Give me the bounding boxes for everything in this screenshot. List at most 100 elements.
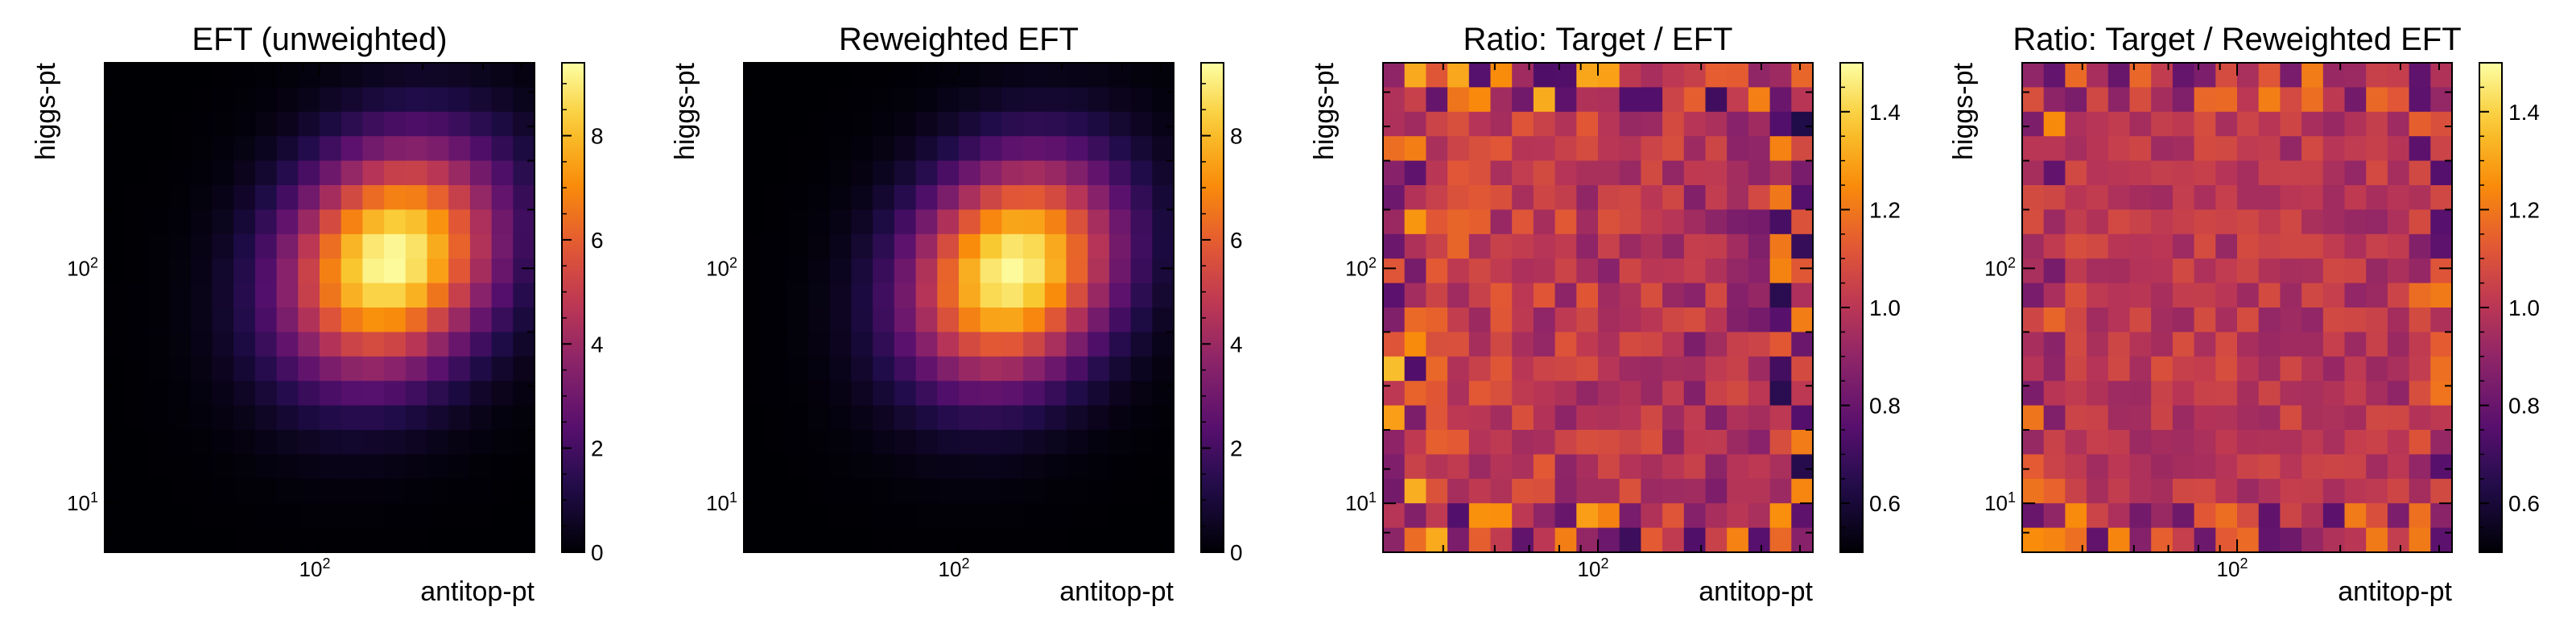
heatmap-cell <box>1001 160 1024 186</box>
heatmap-cell <box>2215 503 2238 529</box>
heatmap-cell <box>1576 503 1599 529</box>
heatmap-cell <box>959 87 981 113</box>
heatmap-cell <box>169 381 192 407</box>
heatmap-cell <box>2301 185 2324 210</box>
heatmap-cell <box>1490 332 1513 357</box>
heatmap-cell <box>405 233 428 259</box>
heatmap-cell <box>1769 258 1792 284</box>
heatmap-cell <box>2430 381 2453 407</box>
heatmap-cell <box>1023 111 1046 137</box>
heatmap-cell <box>1683 478 1707 504</box>
heatmap-cell <box>2151 87 2174 113</box>
heatmap-cell <box>2065 233 2087 259</box>
heatmap-cell <box>1426 478 1448 504</box>
heatmap-cell <box>1705 63 1728 88</box>
heatmap-cell <box>1554 160 1577 186</box>
heatmap-cell <box>2172 233 2195 259</box>
heatmap-cell <box>491 356 514 382</box>
heatmap-cell <box>1044 87 1067 113</box>
heatmap-cell <box>2022 233 2045 259</box>
heatmap-cell <box>1683 136 1707 162</box>
heatmap-cell <box>2215 381 2238 407</box>
heatmap-cell <box>212 258 234 284</box>
heatmap-cell <box>1576 258 1599 284</box>
heatmap-cell <box>894 136 917 162</box>
heatmap-cell <box>1152 405 1174 431</box>
heatmap-cell <box>2215 258 2238 284</box>
heatmap-cell <box>320 136 342 162</box>
heatmap-cell <box>2237 405 2260 431</box>
heatmap-cell <box>384 430 407 455</box>
heatmap-cell <box>469 381 493 407</box>
heatmap-cell <box>169 233 192 259</box>
heatmap-cell <box>765 185 787 210</box>
heatmap-cell <box>254 405 278 431</box>
heatmap-cell <box>851 356 873 382</box>
heatmap-cell <box>1576 160 1599 186</box>
heatmap-cell <box>2043 63 2066 88</box>
heatmap-cell <box>744 527 766 553</box>
heatmap-cell <box>1533 233 1556 259</box>
heatmap-cell <box>1066 233 1088 259</box>
heatmap-cell <box>808 454 831 480</box>
heatmap-cell <box>2107 430 2131 455</box>
heatmap-cell <box>2322 332 2346 357</box>
heatmap-cell <box>744 454 766 480</box>
heatmap-cell <box>2280 111 2302 137</box>
heatmap-cell <box>233 233 256 259</box>
heatmap-cell <box>1447 283 1470 308</box>
heatmap-cell <box>1468 185 1492 210</box>
heatmap-cell <box>1683 430 1707 455</box>
heatmap-cell <box>405 332 428 357</box>
heatmap-cell <box>362 527 385 553</box>
heatmap-cell <box>2409 233 2431 259</box>
heatmap-cell <box>1088 209 1110 235</box>
heatmap-cell <box>405 405 428 431</box>
heatmap-cell <box>298 356 320 382</box>
heatmap-cell <box>1426 430 1448 455</box>
heatmap-cell <box>1769 405 1792 431</box>
heatmap-cell <box>448 381 471 407</box>
heatmap-cell <box>233 478 256 504</box>
heatmap-cell <box>1490 185 1513 210</box>
heatmap-cell <box>2043 332 2066 357</box>
heatmap-cell <box>1554 111 1577 137</box>
heatmap-cell <box>1554 405 1577 431</box>
heatmap-cell <box>2022 381 2045 407</box>
heatmap-cell <box>1576 356 1599 382</box>
heatmap-cell <box>1152 381 1174 407</box>
heatmap-cell <box>405 160 428 186</box>
heatmap-cell <box>1619 160 1641 186</box>
heatmap-cell <box>469 332 493 357</box>
heatmap-cell <box>448 233 471 259</box>
heatmap-cell <box>513 136 535 162</box>
heatmap-cell <box>1554 258 1577 284</box>
heatmap-cell <box>105 503 127 529</box>
colorbar-tick-label: 2 <box>591 436 604 461</box>
heatmap-cell <box>1662 111 1685 137</box>
heatmap-cell <box>808 283 831 308</box>
heatmap-cell <box>1044 283 1067 308</box>
heatmap-cell <box>1152 160 1174 186</box>
heatmap-cell <box>2129 430 2152 455</box>
heatmap-cell <box>915 283 938 308</box>
heatmap-cell <box>1769 478 1792 504</box>
heatmap-cell <box>147 63 170 88</box>
heatmap-cell <box>829 454 852 480</box>
heatmap-cell <box>1108 405 1132 431</box>
heatmap-cell <box>1383 405 1406 431</box>
heatmap-cell <box>2151 478 2174 504</box>
heatmap-cell <box>786 209 809 235</box>
heatmap-cell <box>1512 136 1534 162</box>
heatmap-cell <box>1598 356 1620 382</box>
heatmap-cell <box>2258 405 2281 431</box>
heatmap-cell <box>1683 356 1707 382</box>
heatmap-cell <box>2215 478 2238 504</box>
heatmap-cell <box>2172 63 2195 88</box>
heatmap-cell <box>2409 209 2431 235</box>
heatmap-cell <box>1598 405 1620 431</box>
heatmap-cell <box>959 356 981 382</box>
heatmap-cell <box>1748 185 1771 210</box>
heatmap-cell <box>105 356 127 382</box>
heatmap-cell <box>2043 283 2066 308</box>
